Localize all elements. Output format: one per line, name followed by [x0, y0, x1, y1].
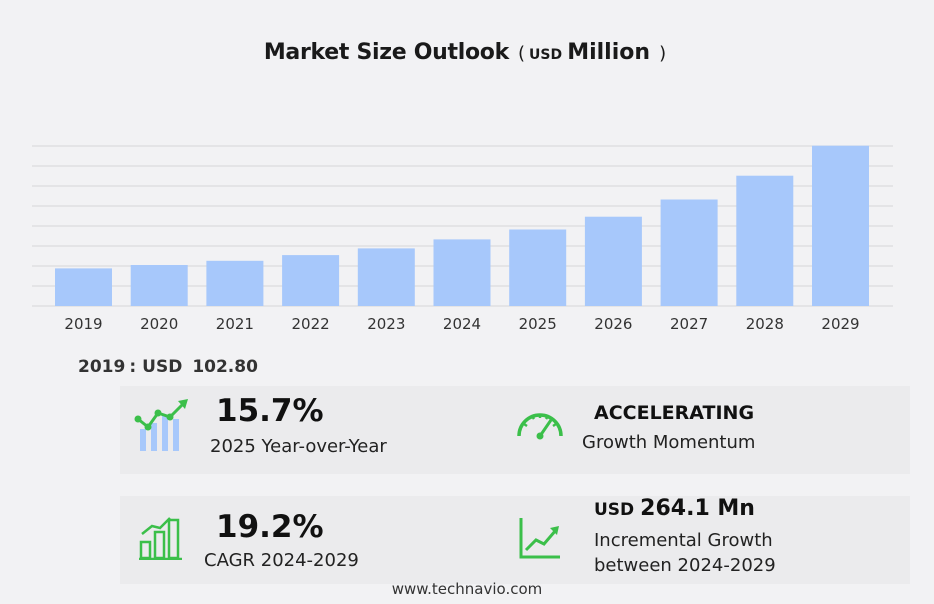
x-tick-label-2023: 2023 [367, 315, 405, 333]
incremental-amount: 264.1 Mn [640, 496, 755, 521]
x-tick-label-2020: 2020 [140, 315, 178, 333]
bar-2029 [812, 145, 869, 306]
base-year-value: 2019: USD 102.80 [78, 357, 258, 377]
yoy-label: 2025 Year-over-Year [210, 436, 387, 457]
bar-chart: 2019 2020 2021 2022 2023 2024 2025 2026 2027 2028… [32, 145, 893, 333]
x-tick-label-2027: 2027 [670, 315, 708, 333]
x-tick-label-2029: 2029 [821, 315, 859, 333]
bar-2021 [206, 260, 264, 306]
x-axis-labels: 2019 2020 2021 2022 2023 2024 2025 2026 2027 2028… [64, 315, 859, 333]
cagr-value: 19.2% [216, 509, 324, 545]
cagr-label: CAGR 2024-2029 [204, 550, 359, 571]
x-tick-label-2028: 2028 [746, 315, 784, 333]
kpi-panel-top [120, 386, 910, 474]
x-tick-label-2025: 2025 [519, 315, 557, 333]
title-unit: Million [567, 40, 651, 65]
bar-2026 [584, 216, 642, 306]
incremental-label-line2: between 2024-2029 [594, 555, 776, 576]
yoy-value: 15.7% [216, 393, 324, 429]
x-tick-label-2022: 2022 [292, 315, 330, 333]
bar-2025 [509, 229, 567, 306]
speedometer-icon [517, 413, 563, 440]
title-close-paren: ) [659, 43, 667, 64]
chart-bars [55, 145, 869, 306]
title-open-paren: ( [518, 43, 526, 64]
incremental-label-line1: Incremental Growth [594, 530, 773, 551]
base-year: 2019 [78, 357, 126, 377]
title-currency: USD [529, 47, 563, 63]
chart-title: Market Size Outlook (USD Million ) [0, 40, 934, 65]
momentum-value: ACCELERATING [594, 402, 755, 424]
title-main: Market Size Outlook [263, 40, 509, 65]
kpi-panel-bottom [120, 496, 910, 584]
growth-chart-icon [134, 399, 188, 451]
incremental-value: USD 264.1 Mn [594, 496, 755, 521]
x-tick-label-2019: 2019 [64, 315, 102, 333]
bar-2022 [282, 255, 340, 306]
momentum-label: Growth Momentum [582, 432, 756, 453]
x-tick-label-2024: 2024 [443, 315, 481, 333]
incremental-currency: USD [594, 500, 635, 520]
bar-2028 [736, 175, 794, 306]
source-footer: www.technavio.com [391, 580, 543, 598]
bar-chart-icon [139, 517, 182, 560]
bar-2027 [660, 199, 718, 306]
x-tick-label-2026: 2026 [594, 315, 632, 333]
bar-2023 [357, 248, 415, 306]
base-currency: USD [142, 357, 183, 377]
base-amount: 102.80 [192, 357, 258, 377]
x-tick-label-2021: 2021 [216, 315, 254, 333]
trend-line-icon [519, 518, 560, 559]
bar-2019 [55, 268, 112, 306]
bar-2024 [433, 239, 491, 306]
base-separator: : [129, 357, 137, 377]
bar-2020 [130, 265, 188, 306]
